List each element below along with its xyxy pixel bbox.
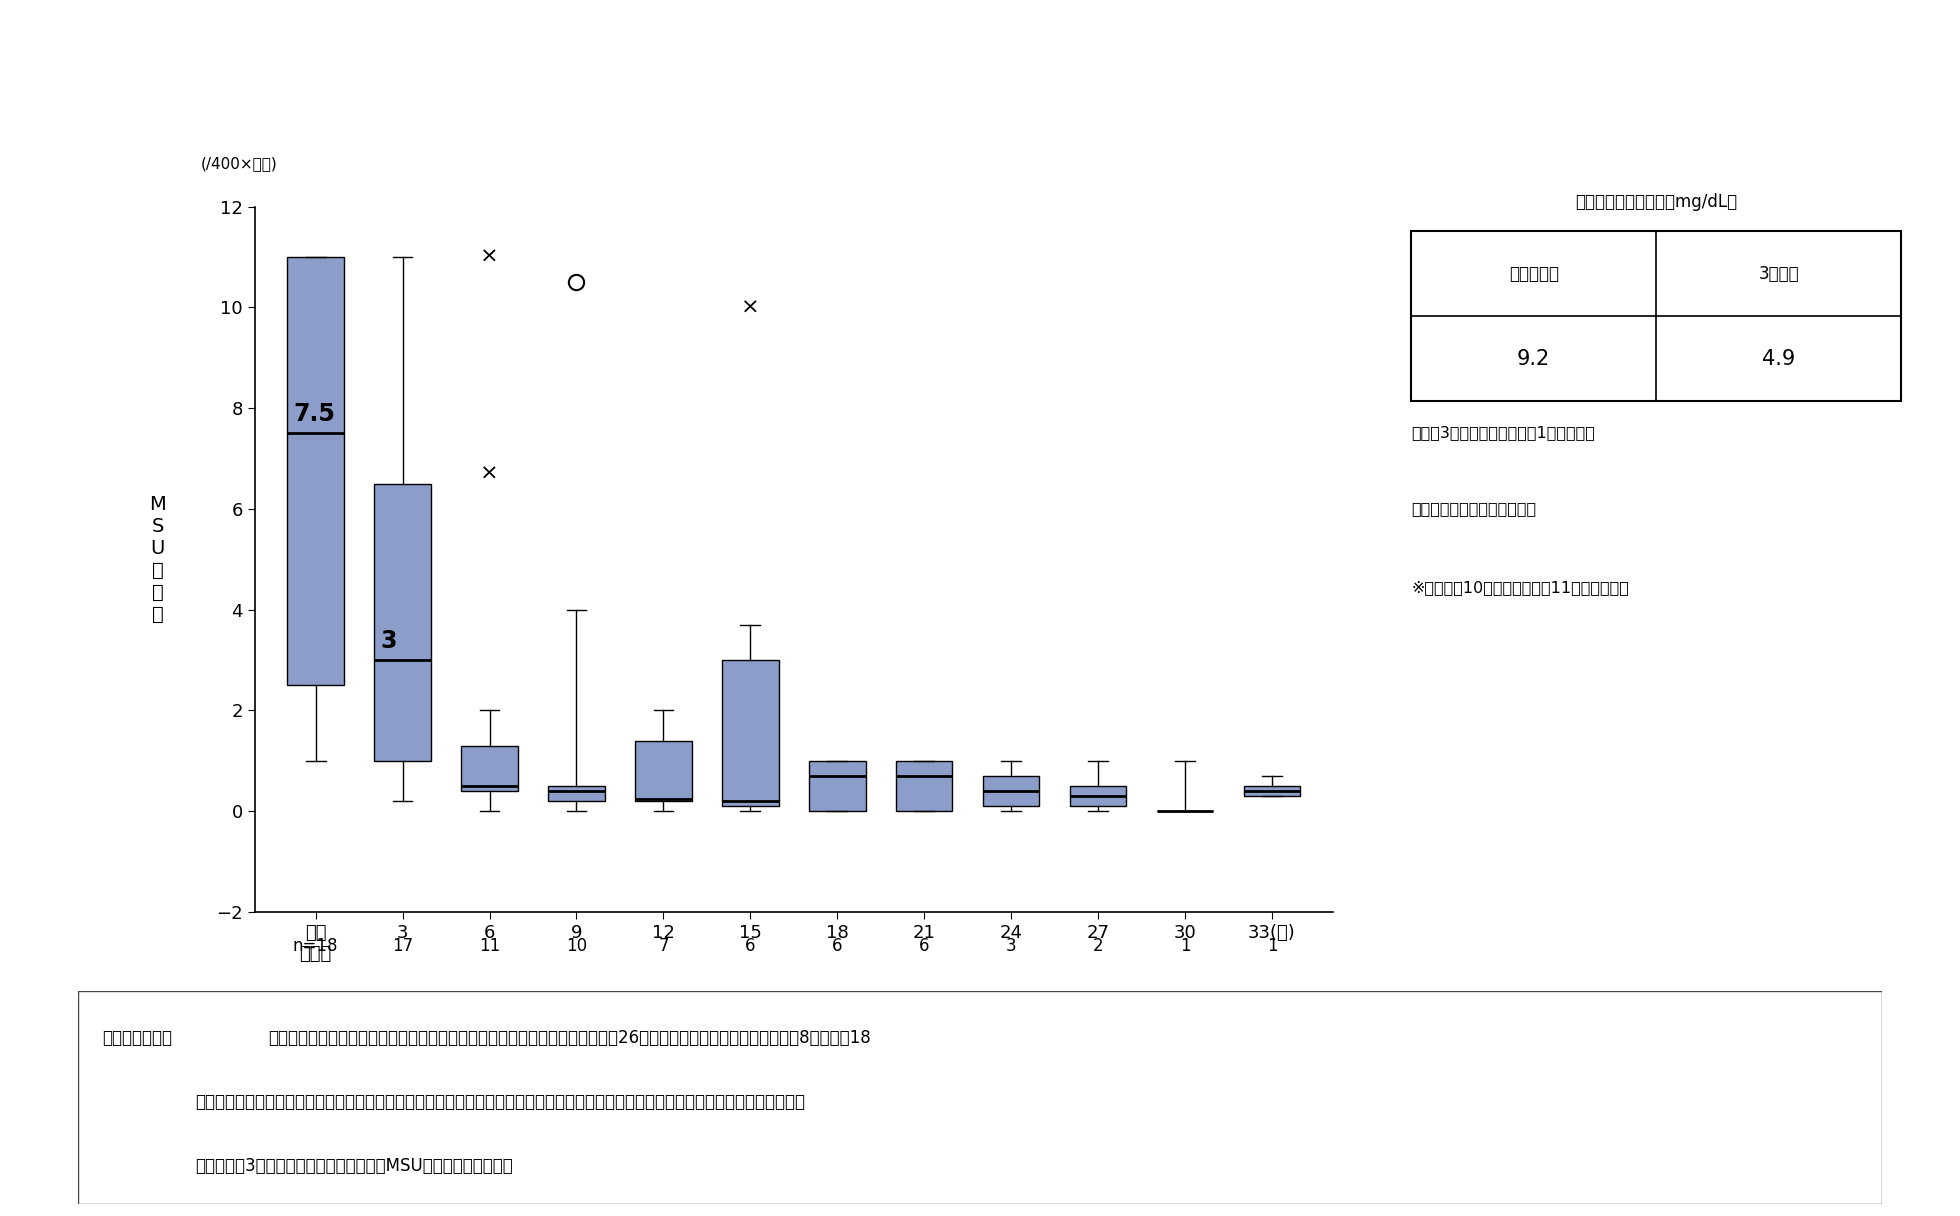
Text: ×: × xyxy=(480,247,500,268)
Text: 9.2: 9.2 xyxy=(1517,349,1550,368)
Text: 3ヵ月後: 3ヵ月後 xyxy=(1758,265,1799,282)
Bar xyxy=(982,776,1039,806)
Text: ※結晶数が10を超える場合は11とみなした。: ※結晶数が10を超える場合は11とみなした。 xyxy=(1411,580,1629,595)
Text: ×: × xyxy=(480,463,500,484)
Text: 17: 17 xyxy=(392,938,414,956)
Text: 7.5: 7.5 xyxy=(294,401,335,426)
Bar xyxy=(721,660,778,806)
Text: 関節内尿酸塩結晶数の推移: 関節内尿酸塩結晶数の推移 xyxy=(43,35,343,78)
Bar xyxy=(635,741,692,801)
Text: 6: 6 xyxy=(745,938,757,956)
Bar xyxy=(1245,786,1299,796)
Bar xyxy=(288,257,343,686)
Bar xyxy=(809,761,866,811)
Text: n=18: n=18 xyxy=(292,938,339,956)
Text: 治療開始時: 治療開始時 xyxy=(1509,265,1558,282)
Text: 6: 6 xyxy=(919,938,929,956)
Text: ひげは最大値、最小値を表示: ひげは最大値、最小値を表示 xyxy=(1411,501,1537,517)
Bar xyxy=(896,761,953,811)
Text: 2: 2 xyxy=(1094,938,1103,956)
Bar xyxy=(374,484,431,761)
Bar xyxy=(1070,786,1127,806)
Text: 例に対して、尿酸降下薬（ベンズブロマロン単剤あるいはベンズブロマロンとアロプリノールの併用）による治療を開始するとともに、: 例に対して、尿酸降下薬（ベンズブロマロン単剤あるいはベンズブロマロンとアロプリノ… xyxy=(196,1093,806,1111)
Text: 治療開始後期間: 治療開始後期間 xyxy=(753,1068,835,1086)
Text: 箱は第3四分位、中央値、第1四分位を、: 箱は第3四分位、中央値、第1四分位を、 xyxy=(1411,426,1595,440)
Text: (/400×視野): (/400×視野) xyxy=(202,157,278,171)
Text: 開始時及び3ヵ月ごとに関節液を採取してMSU結晶数を測定した。: 開始時及び3ヵ月ごとに関節液を採取してMSU結晶数を測定した。 xyxy=(196,1158,514,1175)
Text: 7: 7 xyxy=(659,938,668,956)
Text: 10: 10 xyxy=(566,938,588,956)
Text: 【対象・方法】: 【対象・方法】 xyxy=(102,1029,172,1047)
Text: 11: 11 xyxy=(478,938,500,956)
Text: 3: 3 xyxy=(380,629,398,653)
Text: 4.9: 4.9 xyxy=(1762,349,1795,368)
Bar xyxy=(461,745,517,792)
Text: 血清尿酸値（中央値、mg/dL）: 血清尿酸値（中央値、mg/dL） xyxy=(1576,192,1737,210)
Text: 6: 6 xyxy=(831,938,843,956)
Text: M
S
U
結
晶
数: M S U 結 晶 数 xyxy=(149,495,167,624)
Text: 1: 1 xyxy=(1266,938,1278,956)
Text: ×: × xyxy=(741,298,760,317)
Text: 尿酸塩結晶が確認され、長期間尿酸降下薬による治療を受けていない痛風患者26例のうち、関節液採取前に脱落した8例を除く18: 尿酸塩結晶が確認され、長期間尿酸降下薬による治療を受けていない痛風患者26例のう… xyxy=(269,1029,870,1047)
Text: 1: 1 xyxy=(1180,938,1190,956)
Text: 3: 3 xyxy=(1005,938,1017,956)
Bar xyxy=(549,786,606,801)
